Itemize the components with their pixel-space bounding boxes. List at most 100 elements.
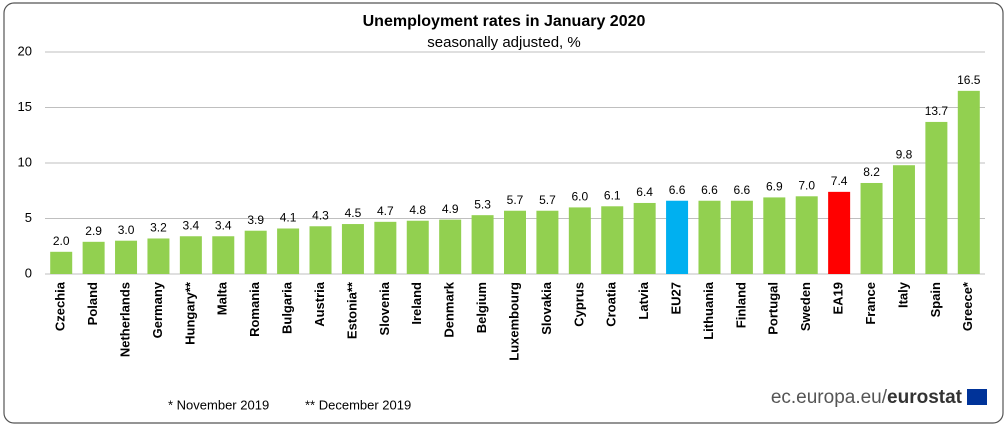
x-tick-label: Hungary** bbox=[182, 281, 197, 345]
x-tick-label: Slovakia bbox=[539, 281, 554, 335]
x-tick-label: Portugal bbox=[766, 282, 781, 335]
bar bbox=[860, 182, 883, 274]
x-tick-label: Belgium bbox=[474, 282, 489, 333]
bar bbox=[666, 200, 689, 274]
x-tick-label: Germany bbox=[150, 281, 165, 338]
x-tick-label: Croatia bbox=[604, 281, 619, 327]
x-tick-label: Latvia bbox=[636, 281, 651, 319]
x-tick-label: Sweden bbox=[798, 282, 813, 331]
value-label: 5.7 bbox=[507, 193, 524, 207]
bar bbox=[147, 238, 170, 274]
bar bbox=[82, 241, 105, 274]
value-label: 6.4 bbox=[636, 185, 653, 199]
bar bbox=[698, 200, 721, 274]
value-label: 3.0 bbox=[118, 223, 135, 237]
bar bbox=[763, 197, 786, 274]
value-label: 13.7 bbox=[925, 104, 949, 118]
value-label: 6.0 bbox=[571, 190, 588, 204]
bar bbox=[828, 191, 851, 274]
value-label: 2.9 bbox=[85, 224, 102, 238]
bar bbox=[536, 210, 559, 274]
value-label: 6.6 bbox=[734, 183, 751, 197]
bar bbox=[115, 240, 138, 274]
value-label: 9.8 bbox=[896, 147, 913, 161]
source: ec.europa.eu/eurostat bbox=[771, 387, 963, 408]
bar bbox=[179, 236, 202, 274]
y-tick-label: 15 bbox=[18, 99, 32, 114]
bar bbox=[341, 224, 364, 274]
source-brand: eurostat bbox=[887, 387, 963, 408]
bar bbox=[925, 121, 948, 275]
value-label: 4.5 bbox=[345, 206, 362, 220]
value-label: 5.7 bbox=[539, 193, 556, 207]
bar bbox=[471, 215, 494, 274]
value-label: 3.4 bbox=[215, 218, 232, 232]
x-tick-label: Slovenia bbox=[377, 281, 392, 335]
x-tick-label: Spain bbox=[928, 282, 943, 317]
y-tick-label: 5 bbox=[25, 210, 32, 225]
chart-subtitle: seasonally adjusted, % bbox=[427, 34, 580, 51]
x-tick-label: Netherlands bbox=[117, 282, 132, 357]
x-tick-label: Luxembourg bbox=[506, 282, 521, 361]
eu-flag bbox=[967, 389, 987, 405]
value-label: 4.8 bbox=[409, 203, 426, 217]
frame bbox=[3, 2, 1004, 424]
value-label: 6.9 bbox=[766, 180, 783, 194]
value-label: 7.4 bbox=[831, 174, 848, 188]
value-label: 4.7 bbox=[377, 204, 394, 218]
bar bbox=[277, 228, 300, 274]
value-label: 3.2 bbox=[150, 221, 167, 235]
x-tick-label: EU27 bbox=[669, 282, 684, 315]
value-label: 4.9 bbox=[442, 202, 459, 216]
x-tick-label: EA19 bbox=[831, 282, 846, 315]
bar bbox=[601, 206, 624, 274]
footnote: ** December 2019 bbox=[305, 397, 411, 412]
bar bbox=[633, 202, 656, 274]
x-tick-label: Poland bbox=[85, 282, 100, 325]
y-tick-label: 0 bbox=[25, 265, 32, 280]
bar bbox=[504, 210, 526, 274]
bar bbox=[892, 165, 915, 274]
x-tick-label: Austria bbox=[312, 281, 327, 327]
value-label: 6.6 bbox=[701, 183, 718, 197]
chart-title: Unemployment rates in January 2020 bbox=[363, 13, 646, 30]
value-label: 7.0 bbox=[798, 178, 815, 192]
bar bbox=[957, 90, 980, 274]
x-tick-label: Italy bbox=[895, 281, 910, 308]
x-tick-label: Romania bbox=[247, 281, 262, 337]
value-label: 6.1 bbox=[604, 188, 621, 202]
value-label: 2.0 bbox=[53, 234, 70, 248]
bar bbox=[730, 200, 753, 274]
bar bbox=[439, 219, 462, 274]
bar bbox=[568, 207, 591, 274]
x-tick-label: Greece* bbox=[960, 281, 975, 331]
bar bbox=[212, 236, 235, 274]
x-tick-label: Finland bbox=[733, 282, 748, 328]
y-tick-label: 10 bbox=[18, 154, 32, 169]
x-tick-label: Estonia** bbox=[344, 281, 359, 339]
bar bbox=[795, 196, 818, 274]
x-tick-label: Malta bbox=[215, 281, 230, 315]
x-tick-label: France bbox=[863, 282, 878, 325]
x-tick-label: Czechia bbox=[53, 281, 68, 331]
bar bbox=[374, 221, 397, 274]
value-label: 3.4 bbox=[183, 218, 200, 232]
footnote: * November 2019 bbox=[168, 397, 269, 412]
value-label: 4.3 bbox=[312, 208, 329, 222]
x-tick-label: Bulgaria bbox=[280, 281, 295, 334]
y-tick-label: 20 bbox=[18, 43, 32, 58]
value-label: 6.6 bbox=[669, 183, 686, 197]
bar bbox=[244, 230, 267, 274]
bar bbox=[50, 251, 73, 274]
bar bbox=[309, 226, 332, 274]
bar bbox=[406, 220, 429, 274]
value-label: 4.1 bbox=[280, 211, 297, 225]
value-label: 3.9 bbox=[247, 213, 264, 227]
value-label: 8.2 bbox=[863, 165, 880, 179]
value-label: 5.3 bbox=[474, 197, 491, 211]
x-tick-label: Cyprus bbox=[571, 282, 586, 327]
source-domain: ec.europa.eu/ bbox=[771, 387, 888, 408]
x-tick-label: Ireland bbox=[409, 282, 424, 325]
x-tick-label: Denmark bbox=[442, 281, 457, 337]
